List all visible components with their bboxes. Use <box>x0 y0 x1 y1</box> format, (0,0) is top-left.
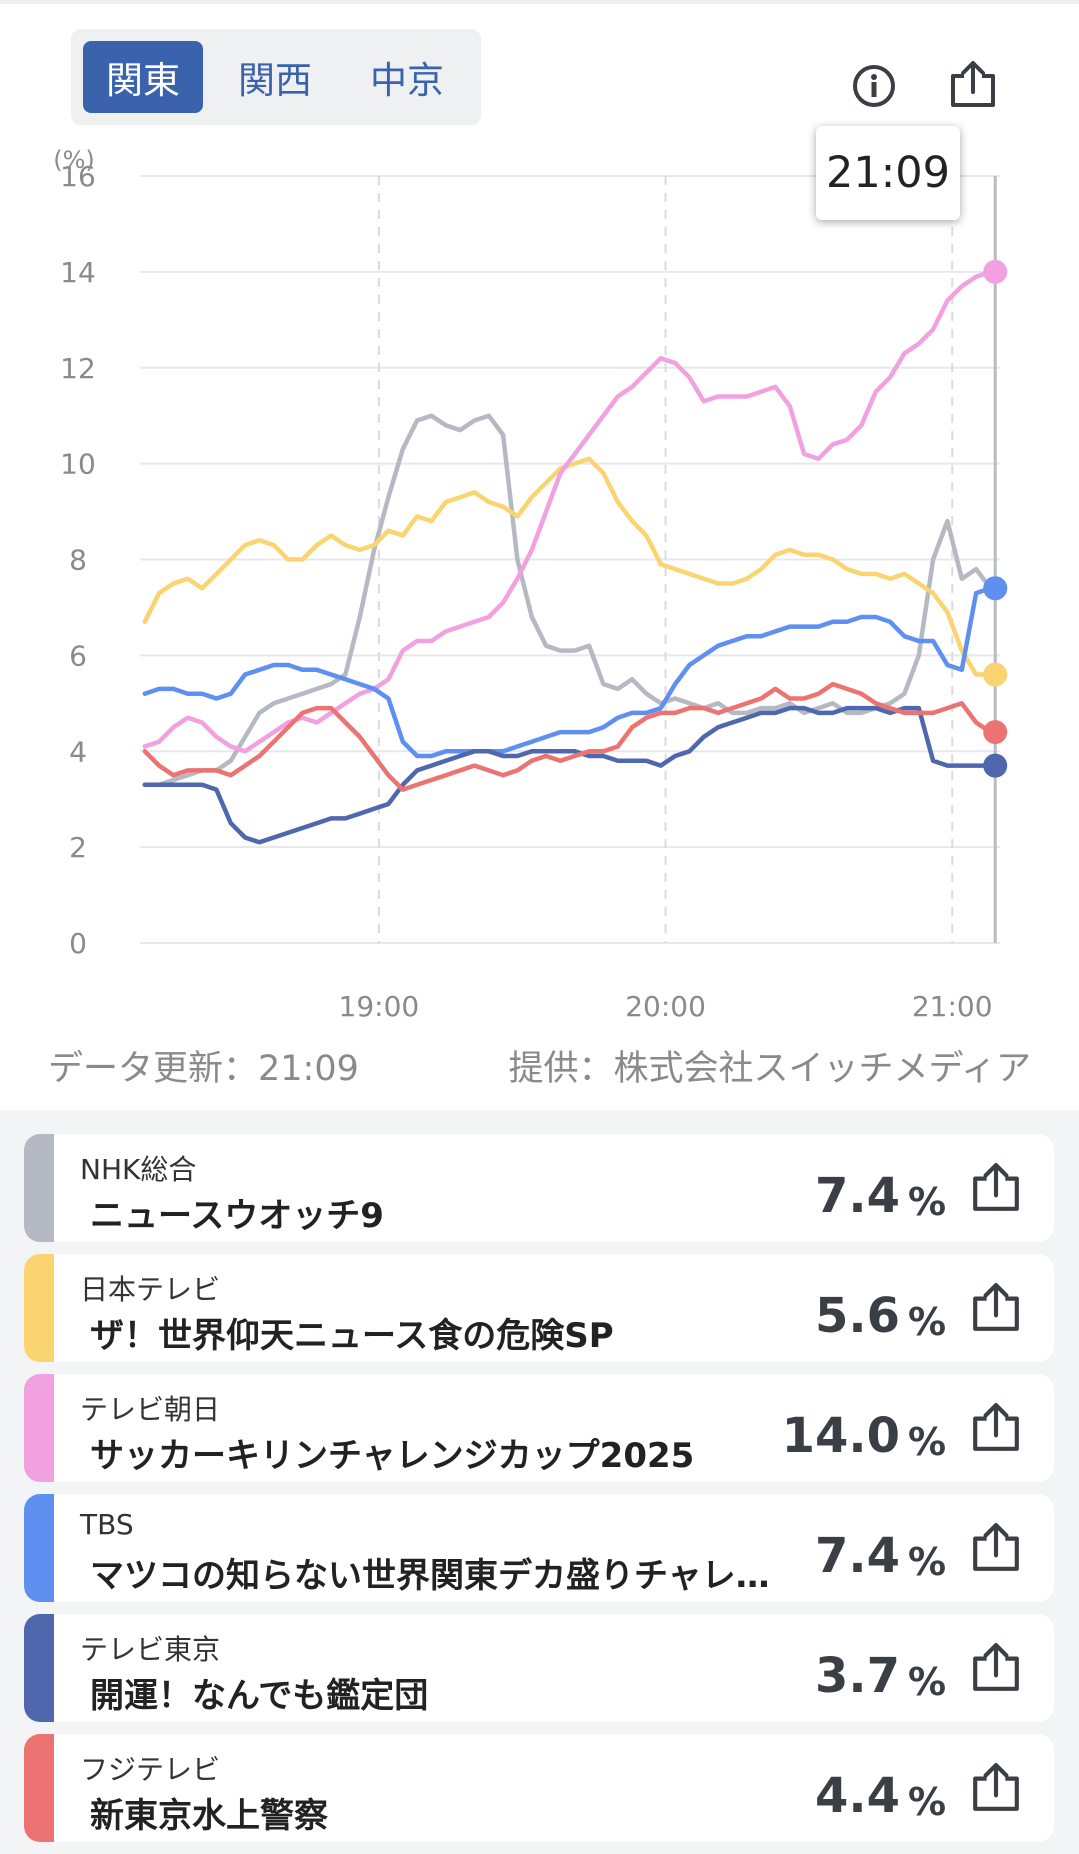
time-tooltip: 21:09 <box>816 126 960 220</box>
series-line <box>142 456 993 677</box>
series-line <box>142 705 993 845</box>
chart-grid <box>140 175 1000 944</box>
series-line <box>142 269 993 754</box>
series-line <box>142 681 993 792</box>
provider-text: 提供：株式会社スイッチメディア <box>508 1049 1031 1089</box>
rating-unit: % <box>908 1540 947 1584</box>
y-unit-label: (%) <box>53 146 95 174</box>
program-title: ニュースウオッチ9 <box>90 1196 384 1236</box>
y-tick-label: 12 <box>60 352 96 385</box>
series-end-dot <box>983 259 1008 284</box>
share-icon[interactable] <box>948 60 998 110</box>
program-title: 開運！なんでも鑑定団 <box>90 1676 429 1716</box>
channel-name: NHK総合 <box>80 1153 197 1186</box>
program-card[interactable]: フジテレビ新東京水上警察 4.4% <box>24 1734 1054 1842</box>
y-tick-label: 0 <box>69 927 87 960</box>
data-updated-text: データ更新：21:09 <box>48 1049 359 1089</box>
rating-value: 7.4 <box>814 1528 900 1584</box>
channel-name: テレビ東京 <box>80 1633 221 1666</box>
x-tick-label: 19:00 <box>339 990 420 1020</box>
share-icon[interactable] <box>970 1762 1022 1814</box>
share-icon[interactable] <box>970 1402 1022 1454</box>
channel-color-bar <box>24 1374 54 1482</box>
channel-name: フジテレビ <box>80 1753 221 1786</box>
y-tick-label: 4 <box>69 735 87 768</box>
x-tick-label: 20:00 <box>625 990 706 1020</box>
rating-unit: % <box>908 1420 947 1464</box>
chart-series <box>142 259 1008 845</box>
y-tick-label: 16 <box>60 160 96 193</box>
channel-color-bar <box>24 1134 54 1242</box>
program-card[interactable]: TBS マツコの知らない世界関東デカ盛りチャレ… 7.4% <box>24 1494 1054 1602</box>
program-title: マツコの知らない世界関東デカ盛りチャレ… <box>90 1556 770 1596</box>
share-icon[interactable] <box>970 1522 1022 1574</box>
tab-kansai[interactable]: 関西 <box>238 59 312 102</box>
program-title: サッカーキリンチャレンジカップ2025 <box>90 1436 695 1476</box>
info-icon[interactable] <box>852 64 896 108</box>
series-end-dot <box>983 576 1008 601</box>
program-card[interactable]: 日本テレビザ！世界仰天ニュース食の危険SP 5.6% <box>24 1254 1054 1362</box>
rating-value: 3.7 <box>814 1648 900 1704</box>
program-title: 新東京水上警察 <box>90 1796 328 1836</box>
rating-unit: % <box>908 1780 947 1824</box>
y-tick-label: 2 <box>69 831 87 864</box>
channel-color-bar <box>24 1254 54 1362</box>
share-icon[interactable] <box>970 1642 1022 1694</box>
channel-color-bar <box>24 1734 54 1842</box>
top-divider <box>0 0 1079 4</box>
channel-color-bar <box>24 1614 54 1722</box>
rating-value: 4.4 <box>814 1768 900 1824</box>
series-end-dot <box>983 753 1008 778</box>
y-tick-label: 8 <box>69 544 87 577</box>
rating-unit: % <box>908 1300 947 1344</box>
program-card[interactable]: テレビ朝日サッカーキリンチャレンジカップ2025 14.0% <box>24 1374 1054 1482</box>
share-icon[interactable] <box>970 1282 1022 1334</box>
series-line <box>142 586 993 759</box>
rating-value: 14.0 <box>781 1408 900 1464</box>
tab-chukyo[interactable]: 中京 <box>370 59 444 102</box>
x-tick-label: 21:00 <box>912 990 993 1020</box>
program-card[interactable]: NHK総合ニュースウオッチ9 7.4% <box>24 1134 1054 1242</box>
program-title: ザ！世界仰天ニュース食の危険SP <box>90 1316 614 1356</box>
channel-name: TBS <box>80 1508 134 1541</box>
y-tick-label: 10 <box>60 448 96 481</box>
series-line <box>142 413 993 788</box>
rating-unit: % <box>908 1180 947 1224</box>
program-card[interactable]: テレビ東京開運！なんでも鑑定団 3.7% <box>24 1614 1054 1722</box>
rating-value: 5.6 <box>814 1288 900 1344</box>
y-tick-label: 6 <box>69 639 87 672</box>
channel-name: 日本テレビ <box>80 1273 221 1306</box>
channel-color-bar <box>24 1494 54 1602</box>
share-icon[interactable] <box>970 1162 1022 1214</box>
series-end-dot <box>983 662 1008 687</box>
x-axis: 19:00 20:00 21:00 <box>339 990 993 1020</box>
y-axis: 0 2 4 6 8 10 12 14 16(%) <box>53 146 96 960</box>
tab-kanto[interactable]: 関東 <box>83 41 203 113</box>
y-tick-label: 14 <box>60 256 96 289</box>
series-end-dot <box>983 720 1008 745</box>
channel-name: テレビ朝日 <box>80 1393 221 1426</box>
rating-unit: % <box>908 1660 947 1704</box>
region-tabs: 関東 関西 中京 <box>71 29 481 125</box>
rating-value: 7.4 <box>814 1168 900 1224</box>
